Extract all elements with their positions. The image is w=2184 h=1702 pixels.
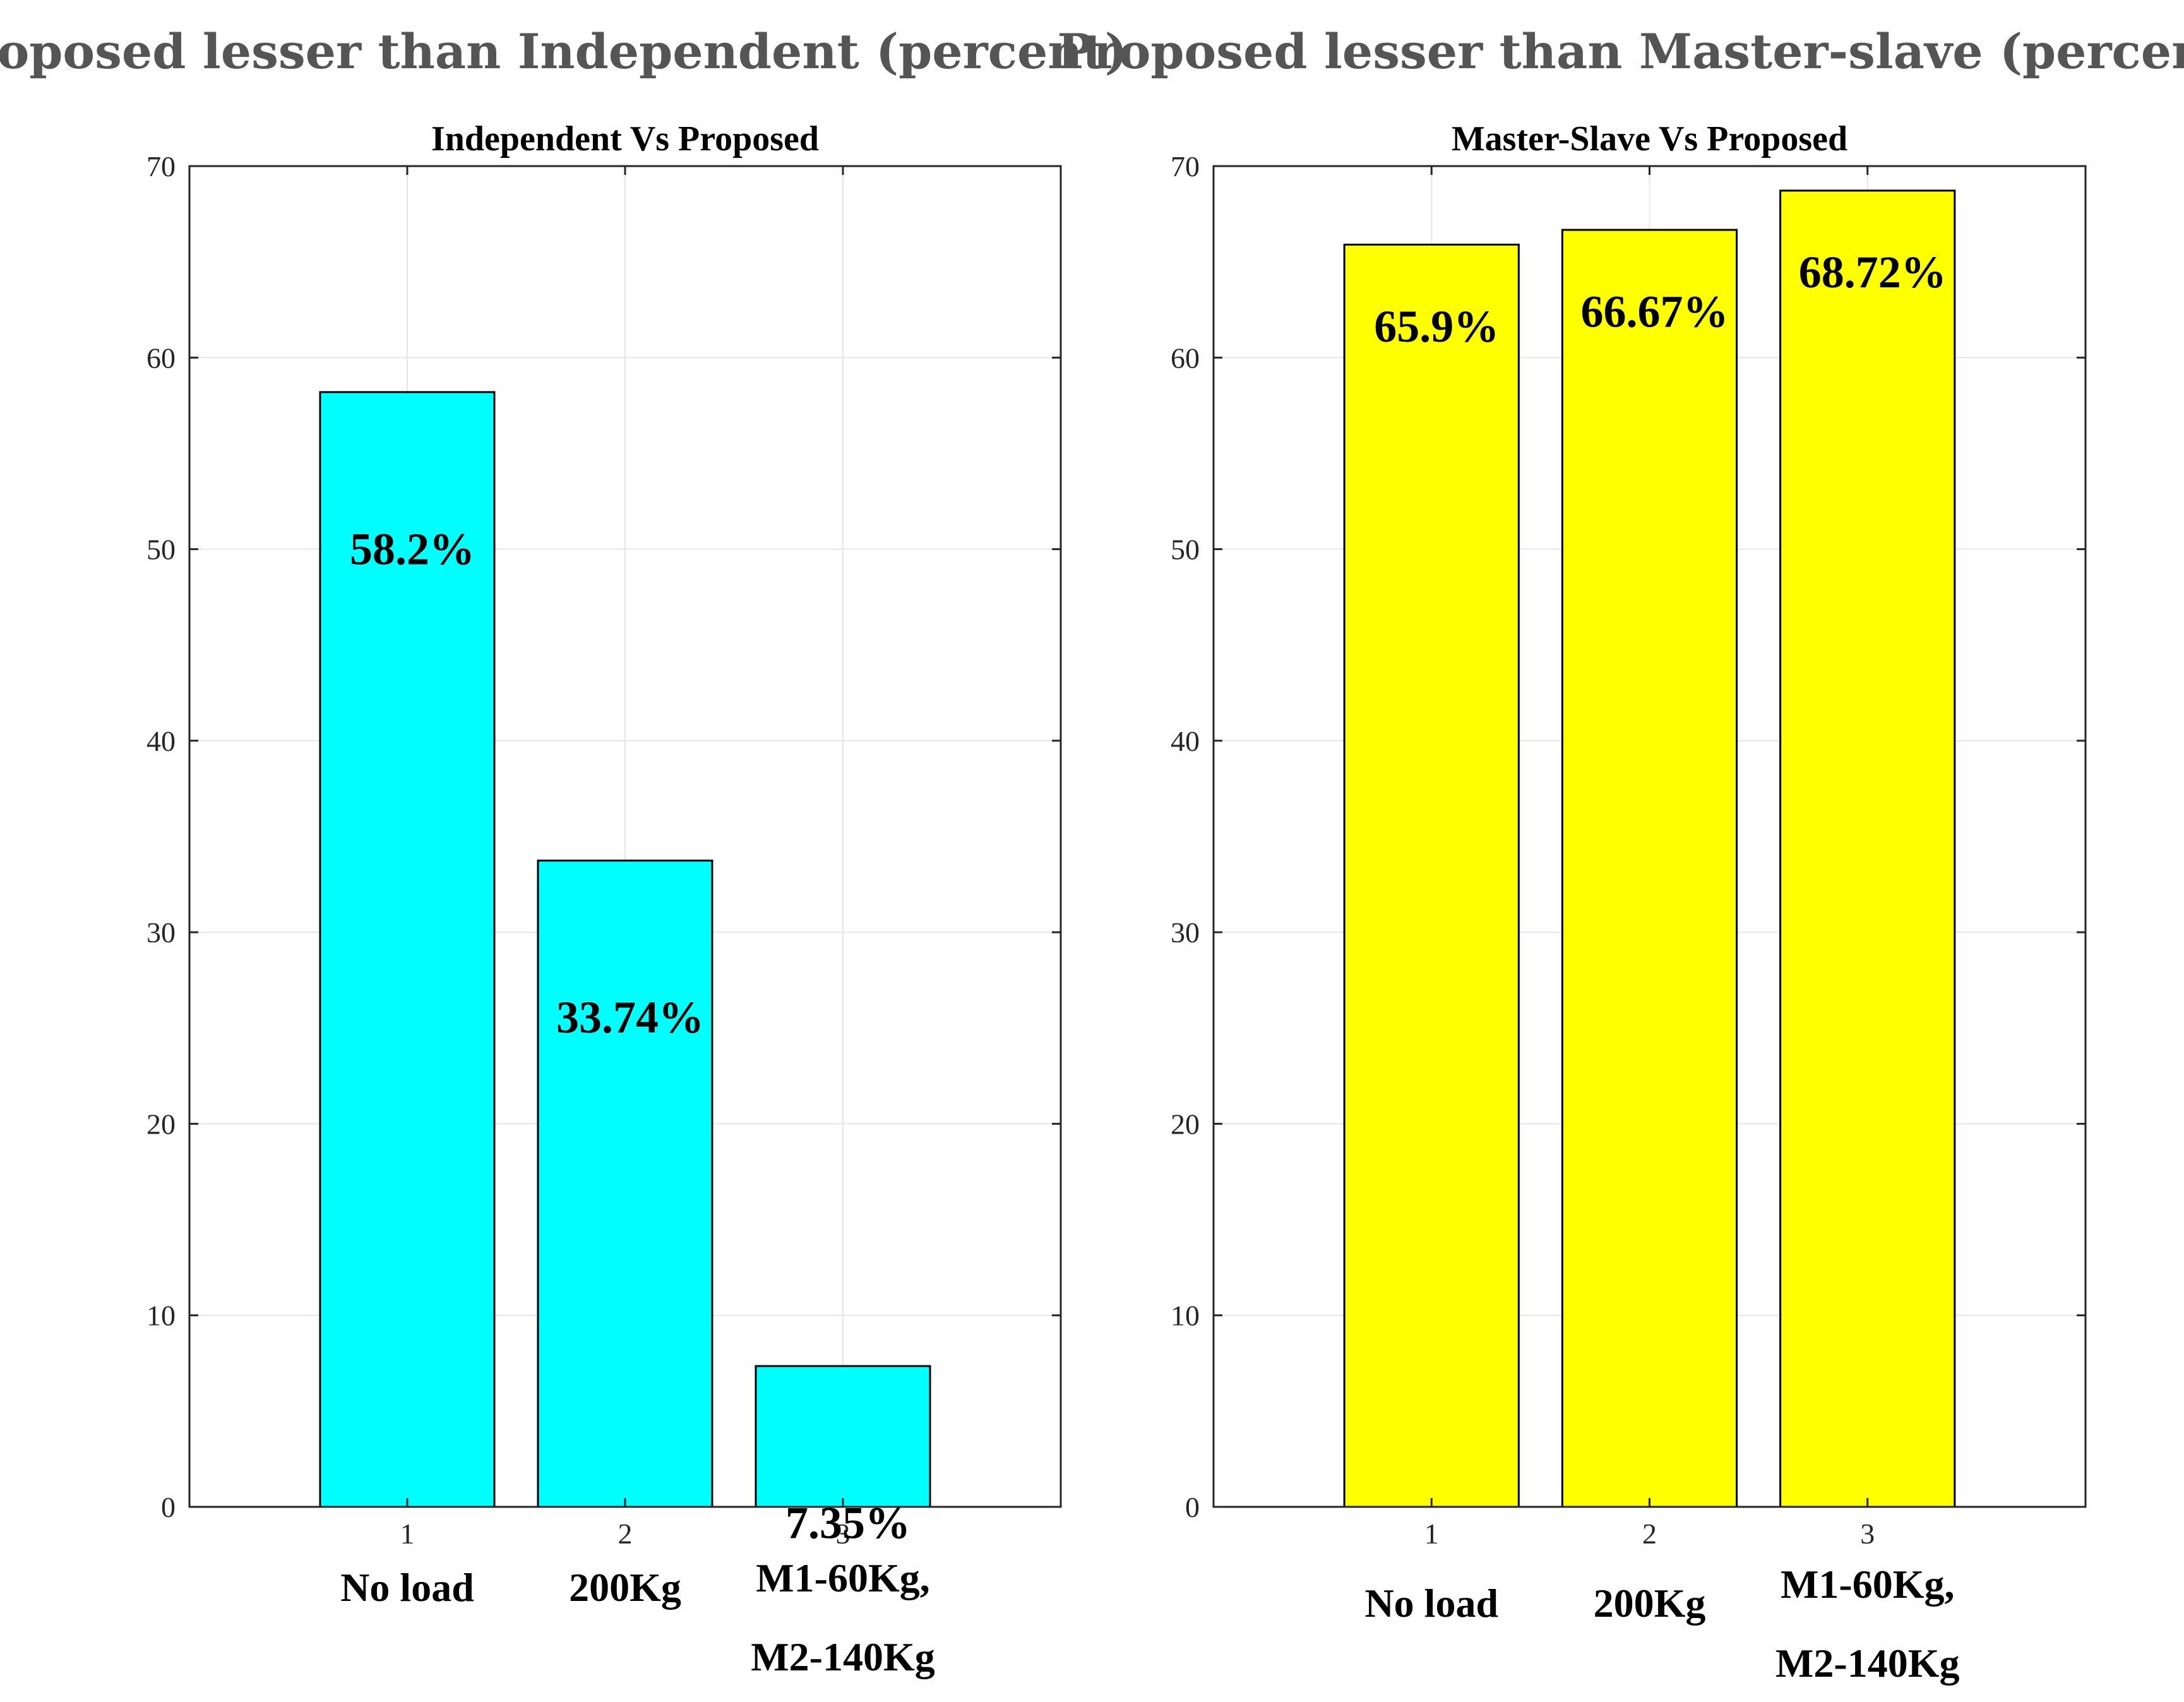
category-label: 200Kg <box>1594 1581 1706 1626</box>
y-tick-label: 30 <box>146 916 176 949</box>
data-label: 7.35% <box>785 1498 910 1549</box>
y-tick-label: 70 <box>146 150 176 183</box>
bar <box>1561 229 1738 1508</box>
data-label: 33.74% <box>556 992 704 1043</box>
category-label: M1-60Kg, <box>1781 1562 1955 1607</box>
category-label: M2-140Kg <box>751 1634 935 1679</box>
x-tick-label: 1 <box>400 1518 415 1550</box>
y-tick-label: 40 <box>1171 725 1200 757</box>
y-tick-label: 0 <box>1185 1491 1200 1523</box>
y-tick-label: 50 <box>1171 534 1200 566</box>
x-tick-label: 2 <box>618 1518 633 1550</box>
bar <box>537 860 713 1508</box>
chart-title: Independent Vs Proposed <box>431 119 819 159</box>
y-tick-label: 70 <box>1171 150 1200 183</box>
y-tick-label: 60 <box>146 342 176 374</box>
category-label: No load <box>1364 1581 1498 1626</box>
x-tick-label: 3 <box>836 1518 850 1550</box>
y-tick-label: 0 <box>161 1491 176 1523</box>
data-label: 65.9% <box>1374 301 1499 352</box>
x-tick-label: 1 <box>1424 1518 1439 1550</box>
data-label: 68.72% <box>1799 247 1947 297</box>
y-tick-label: 60 <box>1171 342 1200 374</box>
y-tick-label: 20 <box>1171 1108 1200 1140</box>
y-tick-label: 20 <box>146 1108 176 1140</box>
y-tick-label: 10 <box>146 1300 176 1332</box>
bar <box>319 391 496 1508</box>
category-label: No load <box>340 1565 474 1610</box>
category-label: 200Kg <box>569 1565 681 1610</box>
chart-heading: Proposed lesser than Independent (percen… <box>0 23 1128 80</box>
bar <box>1343 243 1520 1508</box>
category-label: M1-60Kg, <box>756 1555 930 1600</box>
y-tick-label: 30 <box>1171 916 1200 949</box>
data-label: 66.67% <box>1581 286 1729 337</box>
panel-master-slave-vs-proposed: Proposed lesser than Master-slave (perce… <box>1058 23 2184 1686</box>
x-tick-label: 2 <box>1642 1518 1657 1550</box>
y-tick-label: 10 <box>1171 1300 1200 1332</box>
y-tick-label: 50 <box>146 534 176 566</box>
chart-heading: Proposed lesser than Master-slave (perce… <box>1058 23 2184 80</box>
bar <box>1779 189 1956 1508</box>
chart-title: Master-Slave Vs Proposed <box>1452 119 1847 159</box>
panel-independent-vs-proposed: Proposed lesser than Independent (percen… <box>0 23 1128 1679</box>
data-label: 58.2% <box>350 524 475 574</box>
x-tick-label: 3 <box>1860 1518 1875 1550</box>
y-tick-label: 40 <box>146 725 176 757</box>
category-label: M2-140Kg <box>1775 1641 1960 1686</box>
bar <box>755 1365 931 1508</box>
